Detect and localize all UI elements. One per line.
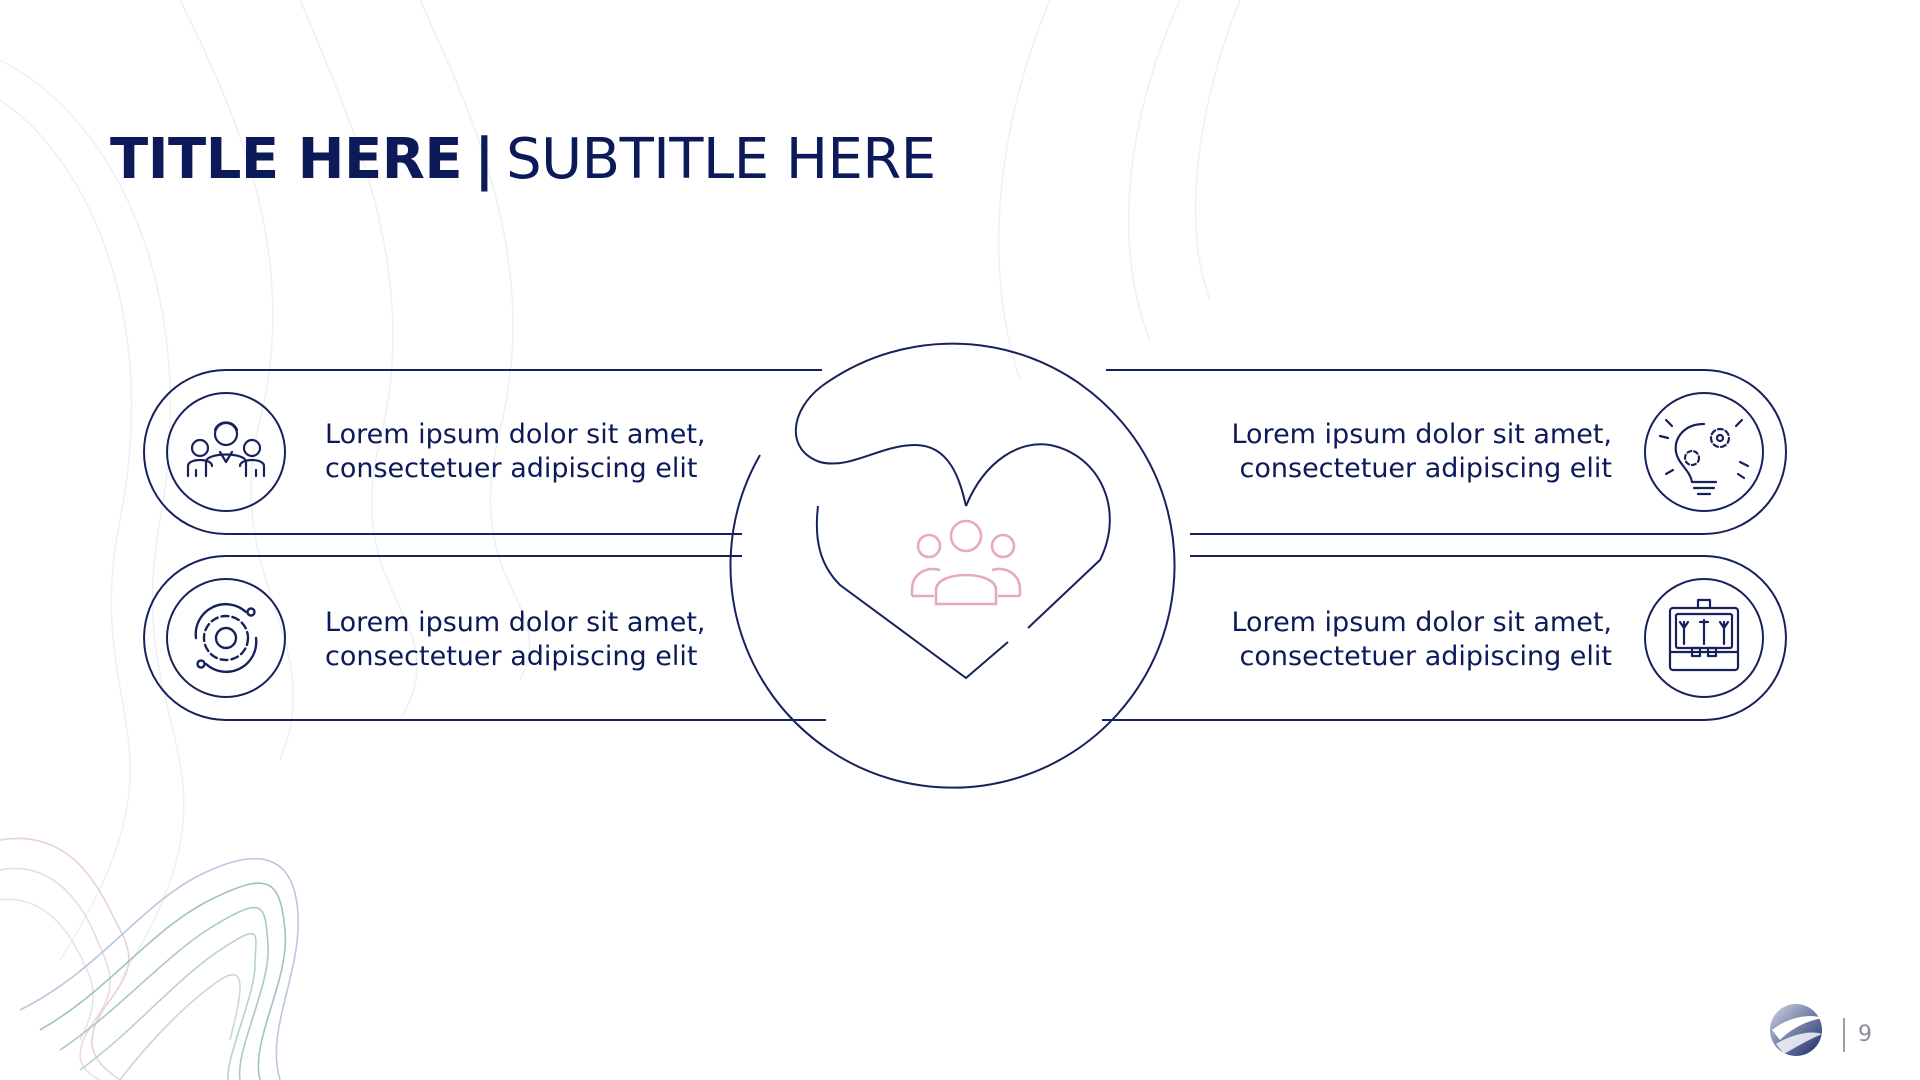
heart-group-icon bbox=[910, 519, 1022, 606]
item-line1: Lorem ipsum dolor sit amet, bbox=[1231, 419, 1612, 450]
pill-top-right bbox=[1106, 369, 1787, 535]
item-line1: Lorem ipsum dolor sit amet, bbox=[325, 419, 706, 450]
heart-hook bbox=[794, 385, 967, 507]
item-line2: consectetuer adipiscing elit bbox=[325, 453, 698, 484]
item-line2: consectetuer adipiscing elit bbox=[1239, 641, 1612, 672]
item-text-bottom-right: Lorem ipsum dolor sit amet, consectetuer… bbox=[1231, 606, 1612, 674]
icon-ring-bottom-left bbox=[166, 578, 286, 698]
icon-ring-bottom-right bbox=[1644, 578, 1764, 698]
heart-outline bbox=[965, 443, 1111, 629]
page-number-separator bbox=[1843, 1018, 1845, 1052]
item-text-top-right: Lorem ipsum dolor sit amet, consectetuer… bbox=[1231, 418, 1612, 486]
lightbulb-gears-icon bbox=[1658, 418, 1750, 496]
gear-cycle-icon bbox=[194, 602, 258, 674]
team-people-icon bbox=[186, 421, 266, 478]
title-main: TITLE HERE bbox=[110, 127, 463, 192]
pill-bottom-right bbox=[1102, 555, 1787, 721]
slide-title: TITLE HERE | SUBTITLE HERE bbox=[110, 124, 936, 196]
company-logo-icon bbox=[1770, 1004, 1824, 1056]
icon-ring-top-right bbox=[1644, 392, 1764, 512]
item-line1: Lorem ipsum dolor sit amet, bbox=[1231, 607, 1612, 638]
item-text-bottom-left: Lorem ipsum dolor sit amet, consectetuer… bbox=[325, 606, 706, 674]
item-line2: consectetuer adipiscing elit bbox=[1239, 453, 1612, 484]
item-text-top-left: Lorem ipsum dolor sit amet, consectetuer… bbox=[325, 418, 706, 486]
title-separator: | bbox=[474, 127, 495, 192]
pill-bottom-left bbox=[143, 555, 826, 721]
title-subtitle: SUBTITLE HERE bbox=[506, 127, 936, 192]
icon-ring-top-left bbox=[166, 392, 286, 512]
item-line2: consectetuer adipiscing elit bbox=[325, 641, 698, 672]
pill-top-left bbox=[143, 369, 822, 535]
toolbox-icon bbox=[1668, 598, 1740, 672]
page-number: 9 bbox=[1858, 1022, 1872, 1047]
item-line1: Lorem ipsum dolor sit amet, bbox=[325, 607, 706, 638]
heart-outline-left bbox=[815, 505, 1009, 680]
center-circle bbox=[729, 342, 1176, 789]
